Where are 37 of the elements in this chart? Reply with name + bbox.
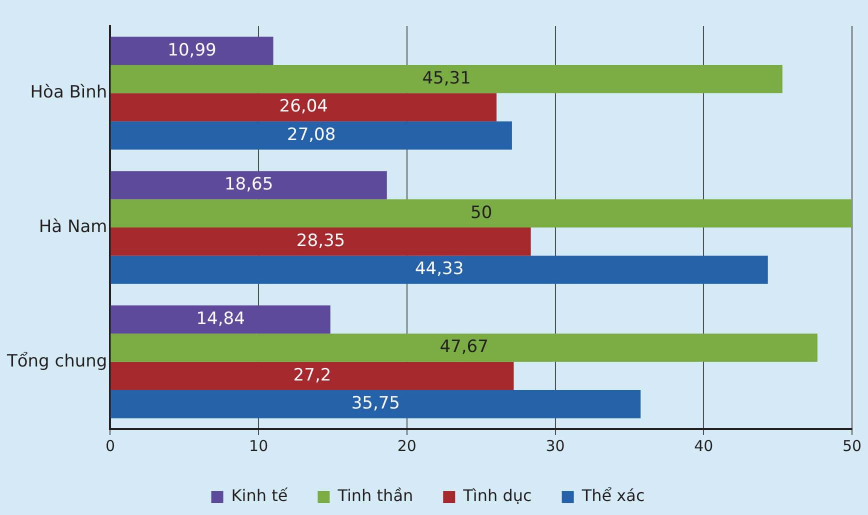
bar <box>110 362 514 390</box>
x-tick-label: 40 <box>694 436 714 455</box>
x-tick-label: 20 <box>397 436 416 455</box>
y-tick-label: Hà Nam <box>38 216 108 237</box>
bar <box>110 171 387 200</box>
legend-label: Thể xác <box>580 486 645 506</box>
data-label: 44,33 <box>414 259 464 280</box>
x-tick-label: 10 <box>249 436 268 455</box>
data-label: 35,75 <box>351 394 400 414</box>
legend-label: Kinh tế <box>231 486 288 506</box>
legend-label: Tình dục <box>462 486 532 506</box>
x-tick-label: 50 <box>842 436 862 455</box>
data-label: 50 <box>470 202 492 223</box>
bar <box>110 199 852 228</box>
bar <box>110 36 274 65</box>
data-label: 27,2 <box>293 365 332 386</box>
bar <box>110 334 818 362</box>
x-tick-label: 0 <box>105 436 115 455</box>
data-label: 45,31 <box>422 68 471 88</box>
bar <box>110 121 512 150</box>
x-tick-label: 30 <box>546 436 565 455</box>
bar <box>110 305 330 334</box>
y-tick-label: Hòa Bình <box>30 82 108 103</box>
data-label: 47,67 <box>440 337 488 358</box>
y-tick-label: Tổng chung <box>6 351 108 372</box>
bar <box>110 228 531 256</box>
data-label: 27,08 <box>287 124 336 145</box>
data-label: 14,84 <box>196 308 245 329</box>
bar <box>110 390 641 418</box>
bar <box>110 93 497 122</box>
bar <box>110 256 768 284</box>
legend-label: Tinh thần <box>336 486 414 506</box>
data-label: 26,04 <box>279 96 328 117</box>
data-label: 10,99 <box>168 40 216 60</box>
data-label: 18,65 <box>224 174 274 195</box>
bar <box>110 64 782 94</box>
data-label: 28,35 <box>296 231 346 252</box>
